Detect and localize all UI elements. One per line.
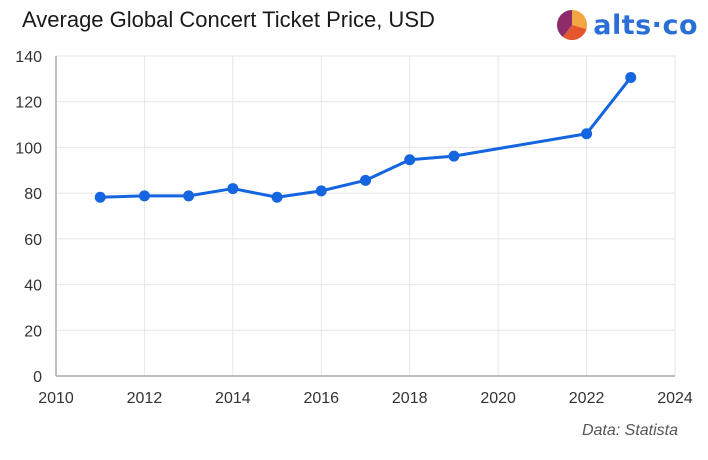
grid-lines [56,55,676,376]
data-point [360,174,371,186]
data-point [404,154,416,166]
data-point [625,71,637,83]
brand-name: alts·co [593,9,698,41]
data-point [448,150,460,162]
y-tick-label: 100 [15,140,42,157]
y-tick-label: 60 [24,232,42,249]
x-tick-label: 2018 [392,390,428,407]
data-point [227,183,239,195]
y-tick-label: 40 [24,278,42,295]
axes [55,56,675,377]
y-tick-label: 20 [24,323,42,340]
brand-logo: alts·co [555,8,698,42]
x-tick-label: 2022 [569,390,605,407]
chart-title: Average Global Concert Ticket Price, USD [22,7,435,32]
tick-labels: 0 20 40 60 80 100 120 140 2010 2012 2014 2016 2018 20… [15,49,693,407]
data-series [94,71,637,203]
data-point [271,191,283,203]
y-tick-label: 0 [33,369,42,386]
x-tick-label: 2020 [480,390,516,407]
data-point [94,191,106,203]
pie-logo-icon [557,9,588,41]
x-tick-label: 2016 [303,390,339,407]
x-tick-label: 2010 [38,390,74,407]
x-tick-label: 2012 [127,390,163,407]
y-tick-label: 80 [24,186,42,203]
y-tick-label: 140 [15,49,42,66]
x-tick-label: 2014 [215,390,251,407]
source-note: Data: Statista [581,422,678,439]
data-point [315,185,327,197]
x-tick-label: 2024 [657,390,693,407]
data-point [183,190,195,202]
data-point [138,190,150,202]
data-point [581,128,593,140]
y-tick-label: 120 [15,95,42,112]
